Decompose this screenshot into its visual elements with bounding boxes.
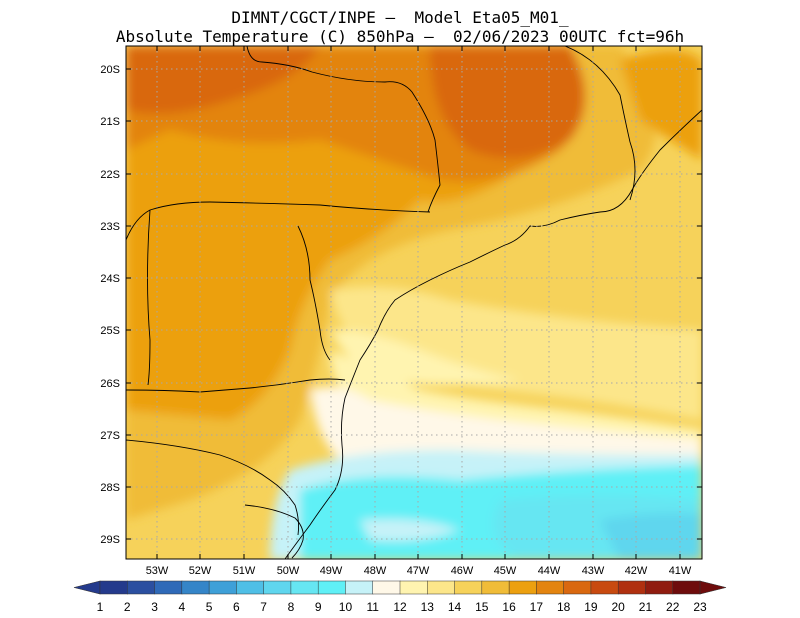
colorbar-tick-label: 6 <box>233 600 240 614</box>
colorbar-tick-label: 20 <box>612 600 626 614</box>
colorbar-tick-label: 17 <box>530 600 544 614</box>
colorbar-tick-label: 12 <box>393 600 407 614</box>
coastline-and-borders <box>126 46 702 559</box>
lat-label-25s: 25S <box>100 325 120 337</box>
chart-title-line-2: Absolute Temperature (C) 850hPa — 02/06/… <box>115 27 685 46</box>
colorbar-swatch <box>563 580 592 595</box>
colorbar-swatch <box>263 580 292 595</box>
colorbar-swatch <box>181 580 210 595</box>
colorbar-tick-label: 2 <box>124 600 131 614</box>
latitude-labels: 20S 21S 22S 23S 24S 25S 26S 27S 28S 29S <box>100 64 120 546</box>
lat-label-23s: 23S <box>100 221 120 233</box>
colorbar-tick-label: 23 <box>693 600 707 614</box>
colorbar-tick-label: 9 <box>315 600 322 614</box>
lon-label-52w: 52W <box>189 565 212 577</box>
colorbar-tick-label: 8 <box>288 600 295 614</box>
longitude-labels: 53W 52W 51W 50W 49W 48W 47W 46W 45W 44W … <box>146 565 692 577</box>
colorbar-swatch <box>127 580 156 595</box>
lon-label-49w: 49W <box>320 565 343 577</box>
lon-label-50w: 50W <box>277 565 300 577</box>
colorbar-tick-label: 18 <box>557 600 571 614</box>
colorbar-tick-label: 1 <box>97 600 104 614</box>
colorbar-tick-label: 16 <box>502 600 516 614</box>
colorbar-swatch <box>399 580 428 595</box>
lat-label-21s: 21S <box>100 116 120 128</box>
lat-lon-grid <box>126 46 702 559</box>
lon-label-48w: 48W <box>364 565 387 577</box>
colorbar-tick-label: 10 <box>339 600 353 614</box>
lon-label-45w: 45W <box>494 565 517 577</box>
colorbar-swatch <box>536 580 565 595</box>
colorbar-tick-label: 14 <box>448 600 462 614</box>
colorbar-swatch <box>208 580 237 595</box>
colorbar-tick-label: 21 <box>639 600 653 614</box>
colorbar-arrow-high <box>699 580 727 595</box>
lon-label-47w: 47W <box>407 565 430 577</box>
colorbar-tick-label: 15 <box>475 600 489 614</box>
chart-title-line-1: DIMNT/CGCT/INPE — Model Eta05_M01_ <box>231 8 569 27</box>
colorbar-tick-label: 22 <box>666 600 680 614</box>
lat-label-20s: 20S <box>100 64 120 76</box>
colorbar-swatch <box>672 580 701 595</box>
lat-label-26s: 26S <box>100 378 120 390</box>
lon-label-42w: 42W <box>625 565 648 577</box>
colorbar-swatch <box>154 580 183 595</box>
lon-label-41w: 41W <box>669 565 692 577</box>
lat-label-22s: 22S <box>100 169 120 181</box>
colorbar-swatch <box>317 580 347 595</box>
axis-ticks <box>126 46 702 559</box>
lat-label-24s: 24S <box>100 273 120 285</box>
colorbar-swatch <box>590 580 619 595</box>
lat-label-29s: 29S <box>100 534 120 546</box>
colorbar-tick-label: 19 <box>584 600 598 614</box>
colorbar-swatch <box>617 580 647 595</box>
lon-label-51w: 51W <box>233 565 256 577</box>
colorbar-tick-label: 5 <box>206 600 213 614</box>
temperature-field <box>126 46 702 559</box>
colorbar-swatch <box>372 580 401 595</box>
colorbar-swatch <box>481 580 510 595</box>
colorbar <box>73 580 727 595</box>
colorbar-swatch <box>645 580 674 595</box>
colorbar-labels: 1 2 3 4 5 6 7 8 9 10 11 12 13 14 15 16 17 18 19 20 21 22 23 <box>97 600 707 614</box>
lon-label-46w: 46W <box>451 565 474 577</box>
colorbar-tick-label: 11 <box>366 600 379 614</box>
colorbar-swatch <box>454 580 483 595</box>
colorbar-swatch <box>99 580 128 595</box>
colorbar-swatch <box>427 580 456 595</box>
map-frame <box>125 45 703 560</box>
lon-label-43w: 43W <box>582 565 605 577</box>
colorbar-swatch <box>508 580 537 595</box>
colorbar-swatch <box>236 580 265 595</box>
colorbar-swatch <box>345 580 374 595</box>
lat-label-28s: 28S <box>100 482 120 494</box>
colorbar-swatch <box>290 580 319 595</box>
lon-label-53w: 53W <box>146 565 169 577</box>
lon-label-44w: 44W <box>538 565 561 577</box>
colorbar-arrow-low <box>73 580 101 595</box>
lat-label-27s: 27S <box>100 430 120 442</box>
colorbar-tick-label: 4 <box>178 600 185 614</box>
colorbar-tick-label: 7 <box>260 600 267 614</box>
colorbar-tick-label: 13 <box>421 600 435 614</box>
colorbar-tick-label: 3 <box>151 600 158 614</box>
